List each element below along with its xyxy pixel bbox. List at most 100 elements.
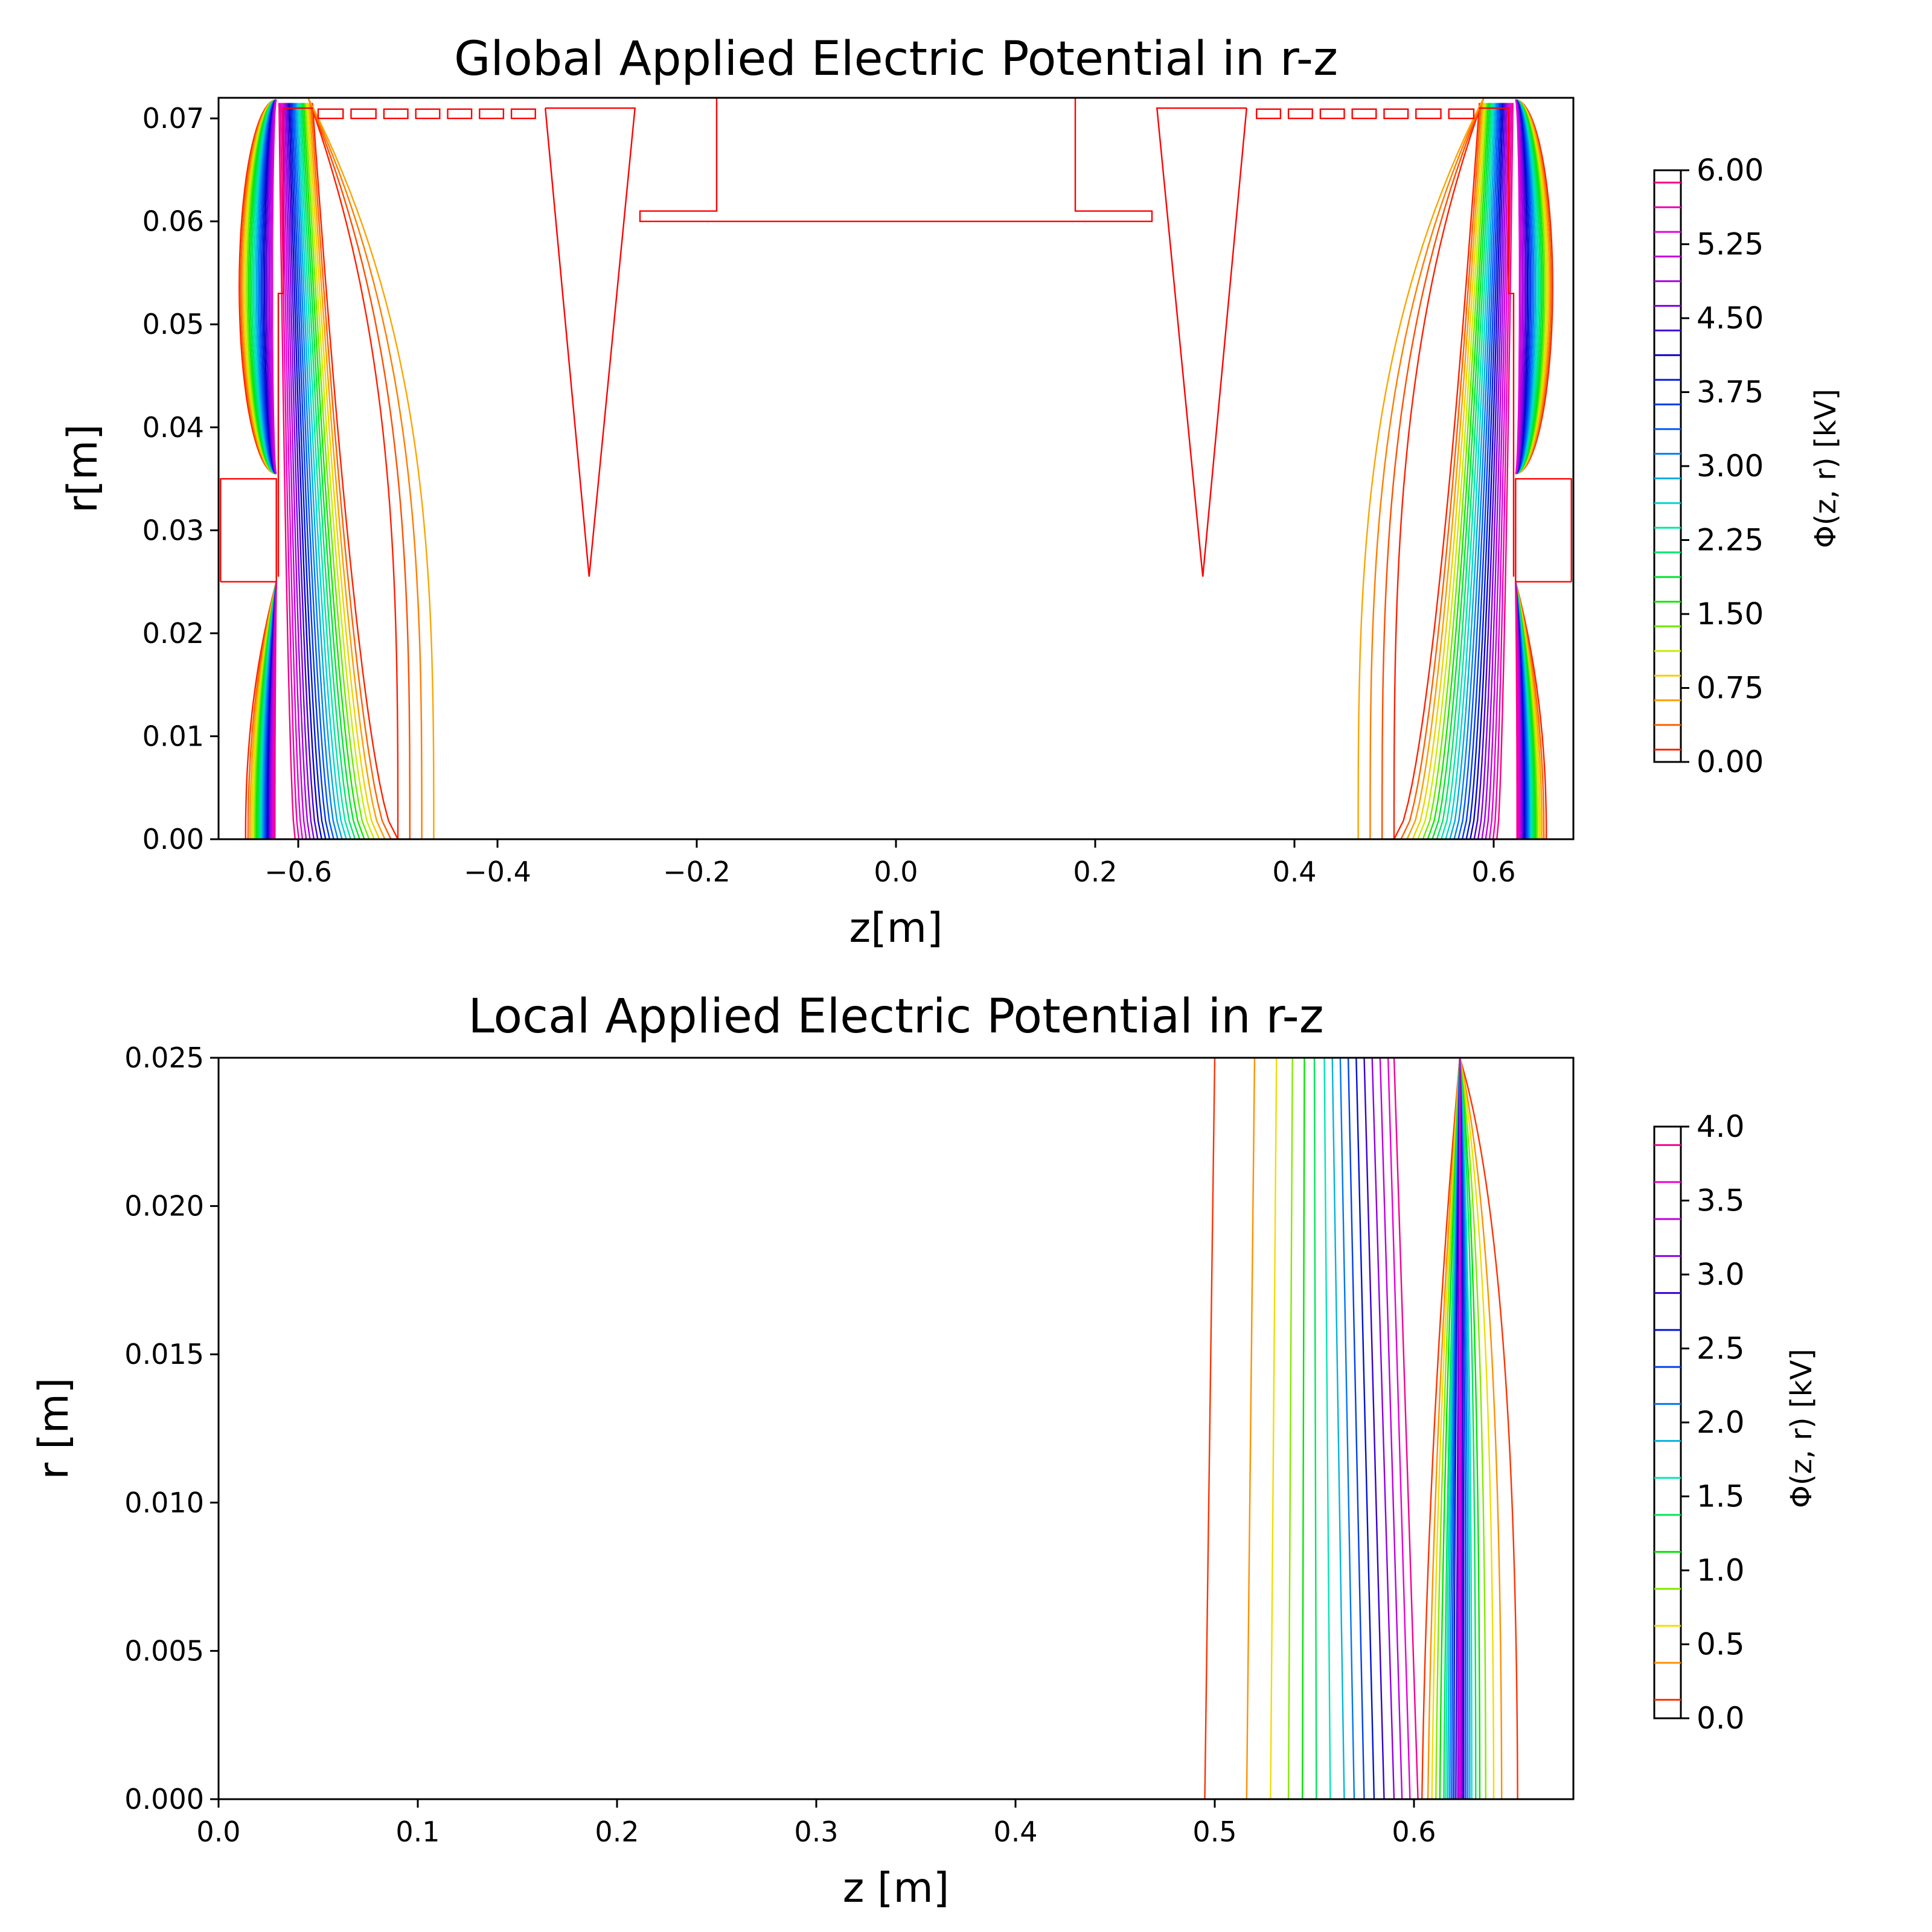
potential-contour <box>257 99 277 475</box>
electrode-outline <box>1515 478 1572 583</box>
right-end-contours <box>1357 98 1553 839</box>
local-x-tick-label: 0.6 <box>1392 1815 1436 1848</box>
potential-contour <box>280 103 300 839</box>
potential-contour <box>298 103 351 839</box>
potential-contour <box>246 99 277 475</box>
global-colorbar-tick-label: 0.00 <box>1697 744 1764 779</box>
global-colorbar-tick-label: 0.75 <box>1697 671 1764 706</box>
global-y-tick-label: 0.06 <box>142 205 204 238</box>
global-x-tick-label: −0.4 <box>464 856 531 888</box>
local-x-tick-label: 0.4 <box>993 1815 1037 1848</box>
potential-contour <box>1453 103 1498 839</box>
potential-contour <box>1453 1058 1465 1799</box>
potential-contour <box>263 99 277 475</box>
potential-contour <box>1371 1058 1395 1799</box>
ring-electrode <box>1351 108 1377 120</box>
electrode-outline <box>639 98 1153 222</box>
potential-contour <box>1515 99 1533 475</box>
local-colorbar-tick-label: 2.5 <box>1697 1331 1745 1366</box>
local-colorbar-tick-label: 3.0 <box>1697 1257 1745 1292</box>
potential-contour <box>267 99 277 475</box>
global-y-tick-label: 0.05 <box>142 308 204 341</box>
potential-contour <box>252 99 277 475</box>
local-x-tick-label: 0.1 <box>395 1815 440 1848</box>
ring-electrode <box>1448 108 1475 120</box>
potential-contour <box>260 99 277 475</box>
local-chart-title: Local Applied Electric Potential in r-z <box>468 990 1323 1044</box>
potential-contour <box>1457 1058 1463 1799</box>
potential-contour <box>1445 103 1495 839</box>
potential-contour <box>1515 581 1518 839</box>
potential-contour <box>286 103 315 839</box>
potential-contour <box>1515 99 1527 475</box>
local-potential-panel: Local Applied Electric Potential in r-z … <box>30 990 1818 1912</box>
local-colorbar: 0.0 0.5 1.0 1.5 2.0 2.5 3.0 3.5 4.0 <box>1653 1109 1745 1736</box>
ring-electrode <box>510 108 536 120</box>
global-colorbar-tick-label: 3.75 <box>1697 375 1764 410</box>
global-colorbar-tick-label: 1.50 <box>1697 597 1764 632</box>
potential-contour <box>1422 103 1488 839</box>
global-potential-panel: Global Applied Electric Potential in r-z… <box>59 32 1843 952</box>
electrode-outline <box>1156 107 1247 577</box>
ring-electrode <box>1287 108 1313 120</box>
global-y-tick-label: 0.04 <box>142 411 204 444</box>
potential-contour <box>265 99 277 475</box>
potential-contour <box>1417 103 1486 839</box>
potential-contour <box>1427 1058 1503 1799</box>
potential-contour <box>309 103 386 839</box>
potential-contour <box>1412 103 1485 839</box>
potential-contour <box>290 103 327 839</box>
local-y-ticks: 0.000 0.005 0.010 0.015 0.020 0.025 <box>124 1041 219 1815</box>
potential-contour <box>294 103 339 839</box>
potential-contour <box>1439 1058 1481 1799</box>
potential-contour <box>243 99 277 475</box>
potential-contour <box>255 99 277 475</box>
potential-contour <box>307 98 411 839</box>
local-y-tick-label: 0.020 <box>124 1190 204 1223</box>
local-x-tick-label: 0.2 <box>595 1815 639 1848</box>
global-x-tick-label: 0.4 <box>1272 856 1316 888</box>
potential-contour <box>284 103 311 839</box>
potential-contour <box>1515 581 1547 839</box>
potential-contour <box>1515 99 1549 475</box>
local-colorbar-tick-label: 0.5 <box>1697 1627 1745 1662</box>
potential-contour <box>1387 1058 1411 1799</box>
global-x-ticks: −0.6 −0.4 −0.2 0.0 0.2 0.4 0.6 <box>264 839 1516 888</box>
potential-contour <box>1515 99 1552 475</box>
local-colorbar-frame <box>1653 1125 1682 1719</box>
potential-contour <box>1301 1058 1305 1799</box>
potential-contour <box>1473 103 1505 839</box>
potential-contour <box>1427 103 1489 839</box>
potential-contour <box>1492 103 1512 839</box>
potential-contour <box>1458 1058 1462 1799</box>
potential-contour <box>1421 1058 1518 1799</box>
ring-electrode <box>1415 108 1442 120</box>
potential-contour <box>1515 99 1530 475</box>
potential-contour <box>288 103 322 839</box>
potential-contour <box>1270 1058 1278 1799</box>
potential-contour <box>1515 99 1538 475</box>
potential-contour <box>251 99 277 475</box>
global-colorbar-tick-label: 4.50 <box>1697 301 1764 336</box>
potential-contour <box>1347 1058 1365 1799</box>
potential-contour <box>1449 1058 1469 1799</box>
local-colorbar-tick-label: 3.5 <box>1697 1183 1745 1218</box>
potential-contour <box>307 98 435 839</box>
local-y-tick-label: 0.025 <box>124 1041 204 1074</box>
electrode-outline <box>545 107 636 577</box>
potential-contour <box>1363 1058 1385 1799</box>
global-y-axis-label: r[m] <box>59 424 107 513</box>
potential-contour <box>274 581 277 839</box>
potential-contour <box>245 99 277 475</box>
global-x-tick-label: 0.0 <box>874 856 918 888</box>
potential-contour <box>1447 1058 1471 1799</box>
electrode-outline <box>220 478 277 583</box>
ring-electrode <box>317 108 344 120</box>
potential-contour <box>307 98 399 839</box>
potential-contour <box>1488 103 1511 839</box>
potential-contour <box>1515 99 1550 475</box>
potential-contour <box>268 99 277 475</box>
potential-contour <box>1313 1058 1317 1799</box>
potential-contour <box>1461 103 1501 839</box>
global-x-tick-label: 0.6 <box>1471 856 1515 888</box>
